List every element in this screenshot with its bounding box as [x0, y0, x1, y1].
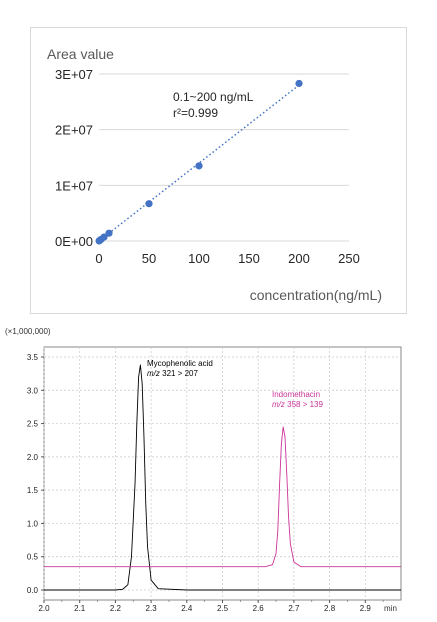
- series-line: [44, 364, 401, 591]
- y-tick-label: 0.5: [27, 553, 39, 562]
- x-tick-label: 2.4: [181, 604, 193, 613]
- x-tick-label: 2.8: [324, 604, 336, 613]
- peak-label-indomethacin: Indomethacin: [272, 390, 320, 399]
- x-tick-label: 250: [338, 251, 360, 266]
- y-tick-label: 3.5: [27, 353, 39, 362]
- x-tick-label: 2.6: [253, 604, 265, 613]
- x-tick-label: 2.9: [360, 604, 372, 613]
- r-squared-annotation: r²=0.999: [173, 106, 218, 120]
- y-tick-label: 0.0: [27, 586, 39, 595]
- calibration-chart: 0E+00 1E+07 2E+07 3E+07 0 50 100 150 200 250 Are…: [47, 46, 382, 303]
- x-tick-label: 2.1: [74, 604, 86, 613]
- x-tick-label: 200: [288, 251, 310, 266]
- y-tick-label: 1.0: [27, 519, 39, 528]
- data-point: [100, 233, 108, 241]
- y-multiplier-label: (×1,000,000): [5, 327, 51, 336]
- y-tick-label: 1.5: [27, 486, 39, 495]
- x-axis-label: concentration(ng/mL): [250, 287, 382, 303]
- x-tick-label: 100: [188, 251, 210, 266]
- peak-mz-indomethacin: m/z 358 > 139: [272, 400, 323, 409]
- data-point: [195, 162, 203, 170]
- series-line: [44, 426, 401, 568]
- chromatogram-panel: (×1,000,000) 0.0 0.5 1.0 1.5 2.0 2.5 3.0 3.5 2.…: [0, 322, 437, 618]
- range-annotation: 0.1~200 ng/mL: [173, 90, 254, 104]
- x-tick-label: 2.2: [110, 604, 122, 613]
- x-tick-label: 2.3: [146, 604, 158, 613]
- x-tick-label: 0: [95, 251, 102, 266]
- y-tick-label: 3.0: [27, 386, 39, 395]
- peak-mz-mycophenolic: m/z 321 > 207: [147, 369, 198, 378]
- y-tick-label: 2.5: [27, 420, 39, 429]
- data-point: [145, 200, 153, 208]
- y-tick-label: 2.0: [27, 453, 39, 462]
- y-axis-label: Area value: [47, 46, 114, 62]
- calibration-chart-panel: 0E+00 1E+07 2E+07 3E+07 0 50 100 150 200 250 Are…: [30, 27, 407, 314]
- plot-frame: [43, 346, 402, 601]
- chromatogram-chart: (×1,000,000) 0.0 0.5 1.0 1.5 2.0 2.5 3.0 3.5 2.…: [5, 327, 402, 613]
- x-unit-label: min: [384, 604, 397, 613]
- x-tick-label: 2.7: [288, 604, 300, 613]
- x-tick-label: 50: [142, 251, 156, 266]
- x-tick-label: 2.0: [38, 604, 50, 613]
- x-tick-label: 150: [238, 251, 260, 266]
- y-tick-label: 2E+07: [55, 123, 93, 138]
- x-tick-label: 2.5: [217, 604, 229, 613]
- peak-label-mycophenolic: Mycophenolic acid: [147, 359, 213, 368]
- y-tick-label: 3E+07: [55, 67, 93, 82]
- data-point: [105, 229, 113, 237]
- y-tick-label: 1E+07: [55, 178, 93, 193]
- data-point: [295, 79, 303, 88]
- y-tick-label: 0E+00: [55, 234, 93, 249]
